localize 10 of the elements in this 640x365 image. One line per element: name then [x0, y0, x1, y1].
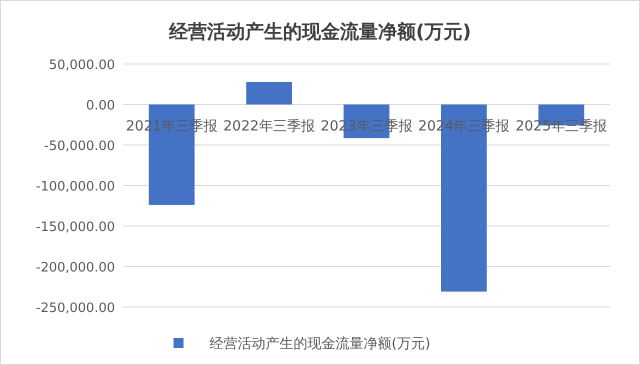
y-tick-label: 50,000.00	[48, 58, 115, 73]
legend-label: 经营活动产生的现金流量净额(万元)	[210, 336, 430, 352]
y-tick-label: -150,000.00	[36, 220, 115, 235]
y-tick-label: -200,000.00	[36, 260, 115, 276]
y-tick-label: 0.00	[86, 98, 115, 114]
y-tick-label: -250,000.00	[36, 301, 115, 316]
y-tick-label: -100,000.00	[36, 180, 115, 194]
chart-title: 经营活动产生的现金流量净额(万元)	[168, 21, 472, 43]
y-tick-label: -50,000.00	[44, 139, 115, 154]
x-tick-label: 2022年三季报	[223, 118, 315, 134]
